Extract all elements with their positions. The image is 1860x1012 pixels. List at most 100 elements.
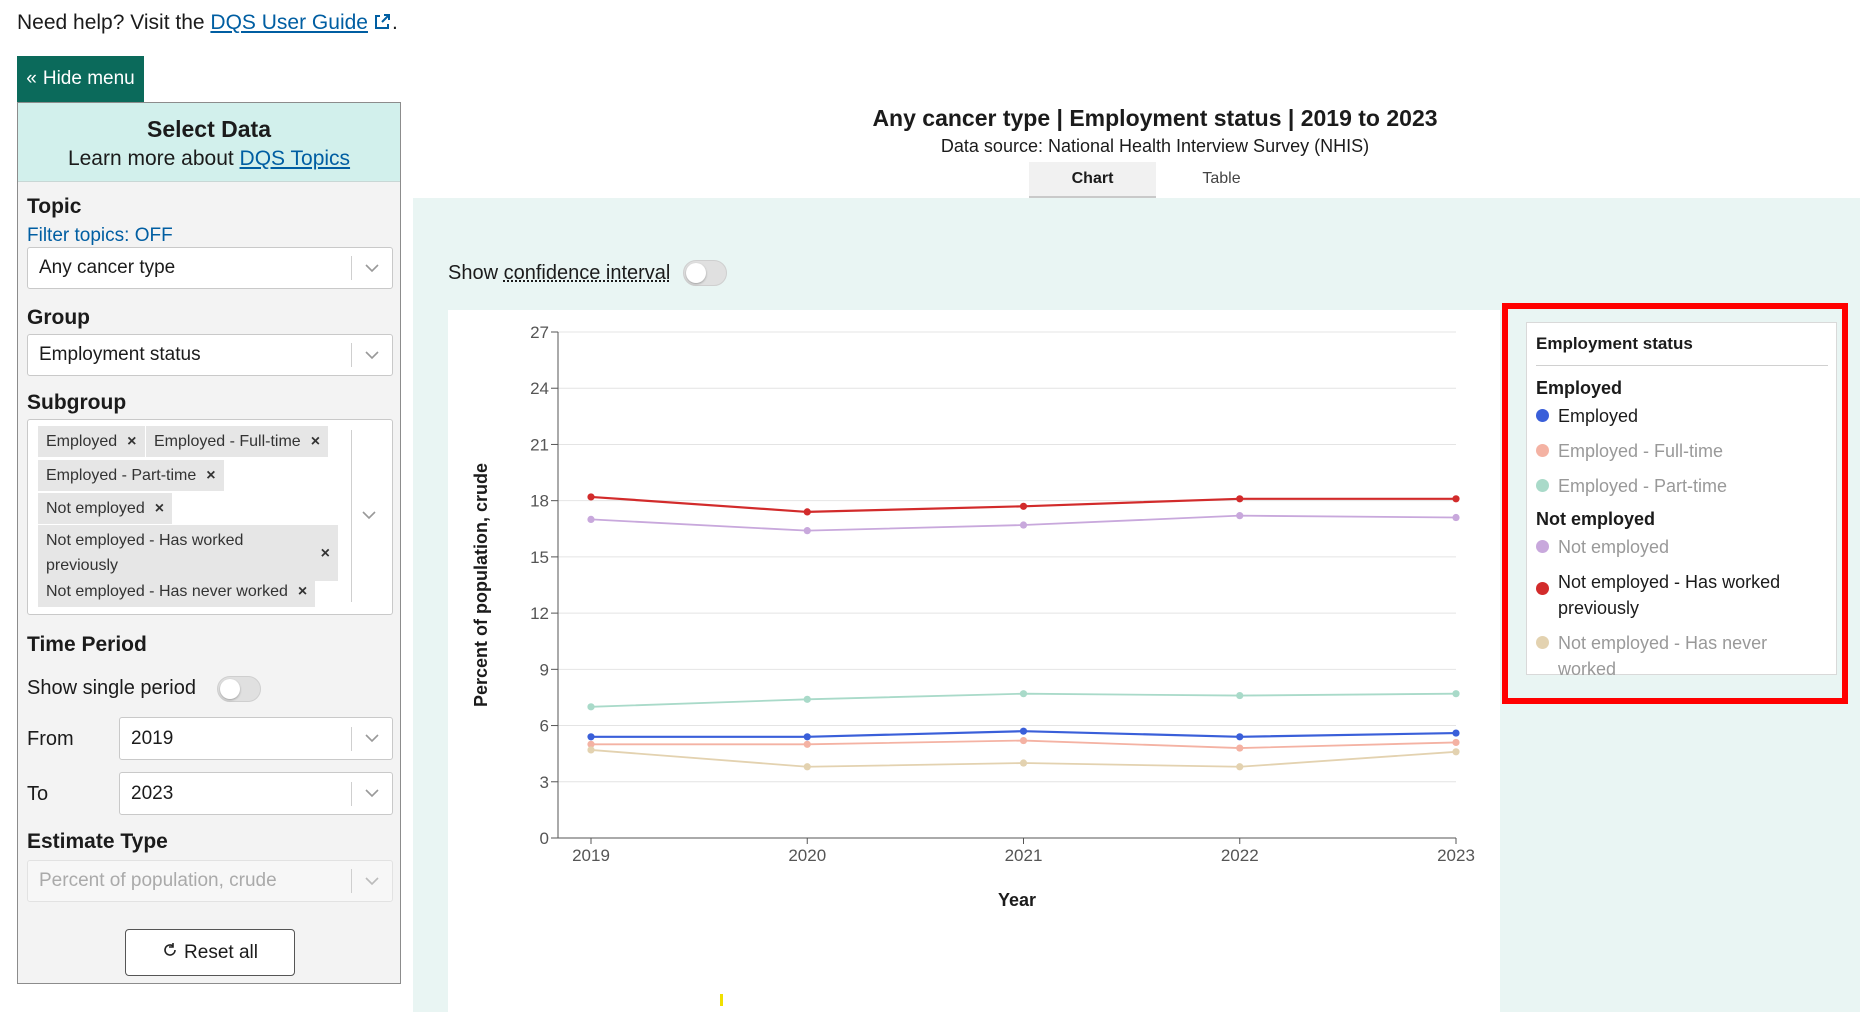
toggle-knob [686, 263, 706, 283]
y-tick-label: 12 [530, 604, 549, 623]
tab-table[interactable]: Table [1202, 170, 1241, 187]
select-divider [351, 726, 352, 751]
legend-group-not-employed: Not employed [1536, 509, 1656, 529]
data-point-not-employed [1452, 513, 1460, 522]
legend-item-label: Not employed - Has worked previously [1558, 572, 1781, 618]
single-period-toggle[interactable] [217, 676, 261, 702]
subgroup-multiselect[interactable]: Employed × Employed - Full-time × Employed… [27, 419, 393, 615]
dqs-topics-link[interactable]: DQS Topics [239, 147, 351, 170]
data-point-employed-part-time [1452, 690, 1460, 698]
estimate-type-placeholder: Percent of population, crude [39, 870, 277, 891]
legend-title: Employment status [1536, 334, 1693, 353]
reset-icon [162, 942, 178, 964]
y-tick-label: 27 [530, 323, 549, 342]
from-year-select[interactable]: 2019 [119, 717, 393, 760]
legend-item-not-employed-worked-previously[interactable]: Not employed - Has worked previously [1536, 569, 1828, 621]
estimate-type-select[interactable]: Percent of population, crude [27, 860, 393, 902]
legend-item-not-employed[interactable]: Not employed [1536, 534, 1828, 560]
y-tick-label: 18 [530, 492, 549, 511]
remove-chip-icon[interactable]: × [206, 467, 216, 484]
chevron-down-icon [352, 350, 392, 360]
hide-menu-button[interactable]: « Hide menu [17, 56, 144, 102]
to-year-select[interactable]: 2023 [119, 772, 393, 815]
x-tick-label: 2020 [788, 846, 826, 865]
legend-item-employed[interactable]: Employed [1536, 403, 1828, 429]
data-point-not-employed-has-worked-previously [1019, 502, 1028, 510]
topic-value: Any cancer type [39, 257, 176, 278]
topic-select[interactable]: Any cancer type [27, 247, 393, 289]
help-text: Need help? Visit the DQS User Guide. [17, 11, 398, 38]
data-point-employed-part-time [803, 695, 811, 703]
subgroup-chip-label: Employed [46, 433, 118, 450]
data-point-employed-full-time [1236, 744, 1244, 752]
legend-item-label: Employed [1558, 406, 1639, 426]
subgroup-label: Subgroup [27, 391, 127, 414]
data-point-employed [803, 733, 811, 741]
remove-chip-icon[interactable]: × [127, 433, 137, 450]
subgroup-chip-label: Not employed [46, 500, 145, 517]
subgroup-chip: Employed × [38, 426, 145, 457]
chevron-down-icon [362, 507, 376, 525]
legend-dot [1536, 444, 1549, 457]
select-divider [351, 430, 352, 602]
topic-label: Topic [27, 195, 82, 218]
y-tick-label: 0 [540, 829, 549, 848]
data-point-employed-part-time [1236, 691, 1244, 700]
to-year-value: 2023 [131, 782, 174, 804]
remove-chip-icon[interactable]: × [154, 500, 165, 517]
legend-item-not-employed-never-worked[interactable]: Not employed - Has never worked [1536, 630, 1828, 682]
subgroup-chip: Not employed - Has worked previously × [38, 525, 338, 581]
data-point-employed-full-time [1452, 738, 1460, 747]
subgroup-chip: Employed - Full-time × [146, 426, 329, 457]
subgroup-chip: Not employed × [38, 493, 173, 524]
y-axis-label: Percent of population, crude [471, 463, 491, 707]
learn-more-prefix: Learn more about [67, 147, 240, 170]
chart-title: Any cancer type | Employment status | 20… [872, 105, 1438, 131]
subgroup-chip-label: Employed - Part-time [46, 467, 197, 484]
remove-chip-icon[interactable]: × [320, 544, 330, 562]
chevron-down-icon [352, 876, 392, 886]
chevron-down-icon [352, 263, 392, 273]
select-divider [351, 869, 352, 893]
y-tick-label: 24 [530, 379, 549, 398]
group-value: Employment status [39, 344, 201, 365]
data-point-employed-part-time [587, 703, 595, 711]
subgroup-chip-label: Not employed - Has worked previously [46, 532, 244, 574]
data-point-not-employed-has-never-worked [1019, 759, 1028, 767]
filter-topics-toggle[interactable]: Filter topics: OFF [27, 225, 173, 246]
data-point-not-employed [1019, 521, 1028, 529]
remove-chip-icon[interactable]: × [310, 433, 321, 450]
from-label: From [27, 728, 74, 750]
data-point-not-employed-has-worked-previously [803, 508, 811, 516]
legend-item-employed-full-time[interactable]: Employed - Full-time [1536, 438, 1828, 464]
double-chevron-left-icon: « [26, 68, 37, 89]
data-point-not-employed-has-never-worked [1452, 748, 1460, 756]
legend-dot [1536, 636, 1549, 649]
confidence-interval-term[interactable]: confidence interval [503, 262, 671, 284]
x-tick-label: 2019 [572, 846, 610, 865]
legend-item-employed-part-time[interactable]: Employed - Part-time [1536, 473, 1828, 499]
hide-menu-label: Hide menu [42, 68, 135, 89]
estimate-type-label: Estimate Type [27, 830, 168, 853]
data-point-not-employed-has-never-worked [587, 746, 595, 754]
single-period-label: Show single period [27, 677, 196, 699]
reset-all-button[interactable]: Reset all [125, 929, 295, 976]
data-point-not-employed [803, 527, 811, 535]
data-point-employed [1452, 729, 1460, 737]
dqs-user-guide-link[interactable]: DQS User Guide [210, 11, 368, 34]
toggle-knob [220, 679, 240, 699]
data-point-employed [587, 733, 595, 741]
data-point-employed-full-time [1019, 736, 1028, 745]
tab-chart[interactable]: Chart [1029, 162, 1156, 198]
select-divider [351, 781, 352, 806]
legend-dot [1536, 582, 1549, 595]
group-select[interactable]: Employment status [27, 334, 393, 376]
remove-chip-icon[interactable]: × [297, 583, 308, 600]
legend-group-employed: Employed [1536, 378, 1623, 398]
select-data-title: Select Data [146, 116, 271, 142]
legend-item-label: Not employed - Has never worked [1558, 633, 1768, 679]
confidence-interval-toggle[interactable] [683, 260, 727, 286]
external-link-icon [372, 12, 392, 38]
time-period-label: Time Period [27, 633, 147, 656]
data-point-employed [1019, 727, 1028, 735]
